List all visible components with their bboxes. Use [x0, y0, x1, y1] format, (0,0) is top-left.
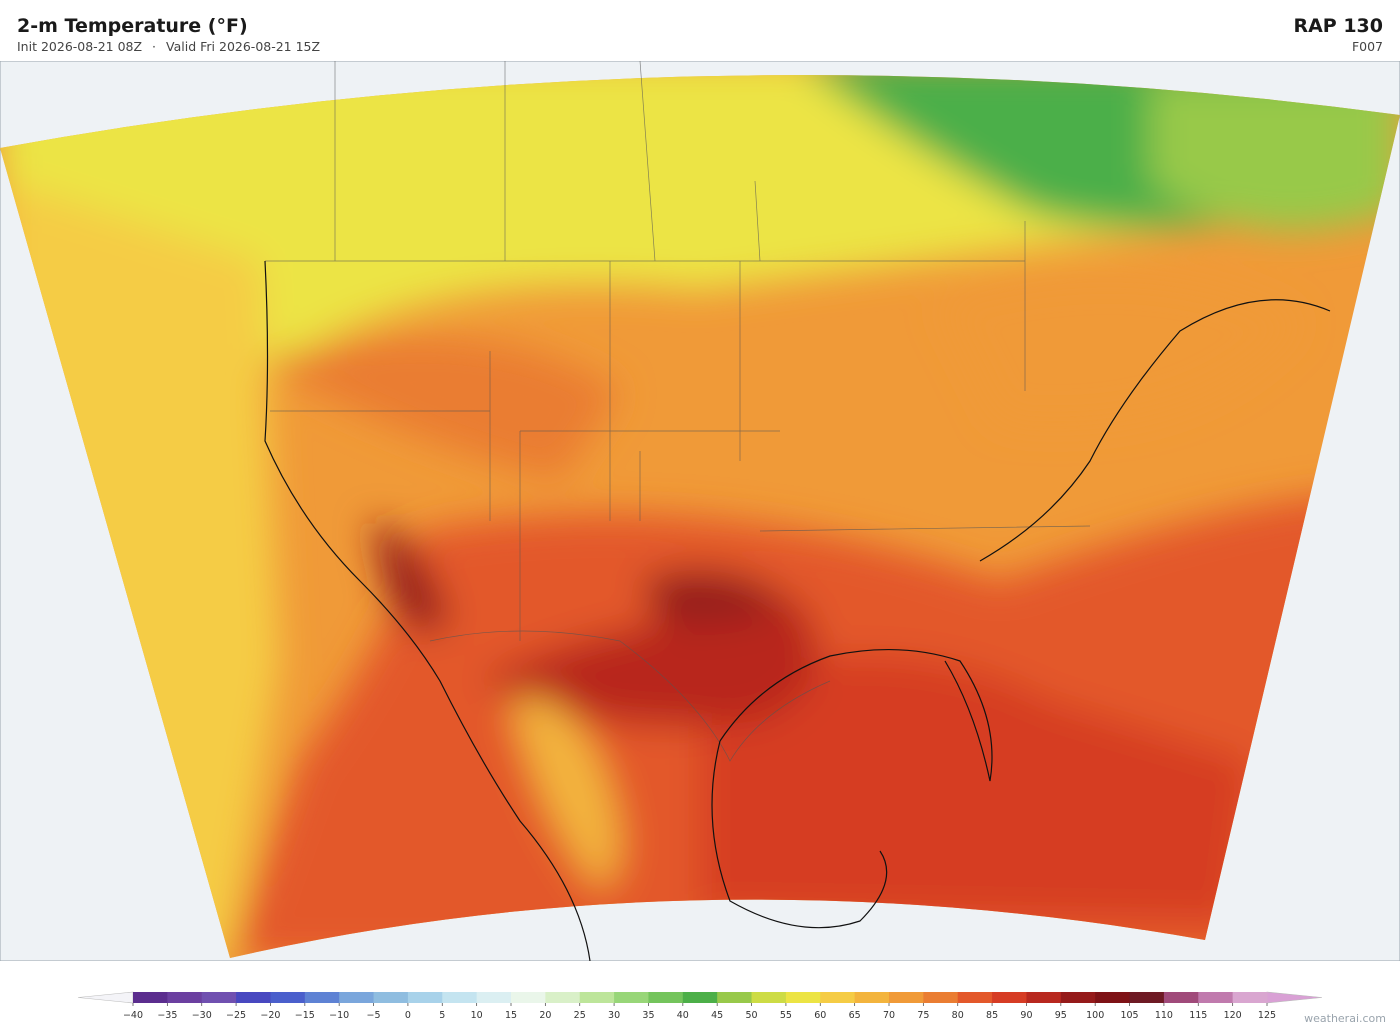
tick-label: 75: [917, 1010, 929, 1021]
color-bin: [511, 992, 546, 1003]
color-bin: [1232, 992, 1268, 1003]
tick-label: 0: [405, 1010, 411, 1021]
color-bin: [476, 992, 512, 1003]
init-time: Init 2026-08-21 08Z: [17, 39, 143, 54]
tick-label: 45: [711, 1010, 723, 1021]
color-bin: [1026, 992, 1062, 1003]
run-info: Init 2026-08-21 08Z · Valid Fri 2026-08-21…: [17, 39, 320, 54]
color-bin: [270, 992, 306, 1003]
color-bin: [442, 992, 478, 1003]
tick-label: 25: [574, 1010, 586, 1021]
tick-label: −35: [157, 1010, 177, 1021]
color-bin: [889, 992, 924, 1003]
tick-label: 35: [642, 1010, 654, 1021]
tick-label: −25: [226, 1010, 246, 1021]
tick-label: −5: [367, 1010, 381, 1021]
color-bin: [1198, 992, 1234, 1003]
color-bin: [1163, 992, 1199, 1003]
tick-label: 40: [677, 1010, 689, 1021]
tick-label: 125: [1258, 1010, 1276, 1021]
color-bin: [820, 992, 856, 1003]
tick-label: 95: [1055, 1010, 1067, 1021]
tick-label: 110: [1155, 1010, 1173, 1021]
map: [0, 61, 1400, 961]
temperature-field: [0, 75, 1400, 959]
valid-time: Valid Fri 2026-08-21 15Z: [166, 39, 321, 54]
tick-label: 65: [849, 1010, 861, 1021]
color-bin: [717, 992, 753, 1003]
color-bin: [1129, 992, 1165, 1003]
color-bin: [133, 992, 168, 1003]
borders: [265, 61, 1091, 762]
color-bin: [545, 992, 581, 1003]
tick-label: 115: [1189, 1010, 1207, 1021]
color-bin: [407, 992, 443, 1003]
color-bin: [614, 992, 649, 1003]
color-bin: [992, 992, 1027, 1003]
over-triangle: [1266, 991, 1323, 1004]
color-bin: [167, 992, 203, 1003]
tick-label: −30: [192, 1010, 212, 1021]
separator: ·: [152, 39, 157, 54]
tick-label: 60: [814, 1010, 826, 1021]
color-bin: [923, 992, 959, 1003]
color-bin: [1095, 992, 1131, 1003]
watermark: weatherai.com: [1304, 1012, 1386, 1025]
color-bin: [751, 992, 787, 1003]
tick-label: 55: [780, 1010, 792, 1021]
color-bin: [236, 992, 271, 1003]
tick-label: 50: [745, 1010, 757, 1021]
tick-label: 10: [471, 1010, 483, 1021]
tick-label: 5: [439, 1010, 445, 1021]
tick-label: −10: [329, 1010, 349, 1021]
color-bin: [785, 992, 821, 1003]
color-bin: [304, 992, 340, 1003]
color-bin: [957, 992, 993, 1003]
color-bin: [201, 992, 237, 1003]
tick-label: 90: [1020, 1010, 1032, 1021]
tick-label: −40: [123, 1010, 143, 1021]
color-bin: [339, 992, 375, 1003]
color-bin: [854, 992, 890, 1003]
tick-label: 70: [883, 1010, 895, 1021]
color-bin: [648, 992, 684, 1003]
map-title: 2-m Temperature (°F): [17, 15, 248, 37]
tick-label: 15: [505, 1010, 517, 1021]
tick-label: −20: [260, 1010, 280, 1021]
tick-label: 80: [952, 1010, 964, 1021]
color-bin: [1060, 992, 1096, 1003]
tick-label: 20: [539, 1010, 551, 1021]
forecast-hour: F007: [1351, 39, 1383, 54]
tick-label: 85: [986, 1010, 998, 1021]
tick-label: 30: [608, 1010, 620, 1021]
color-bin: [373, 992, 409, 1003]
color-bin: [579, 992, 615, 1003]
coastlines: [264, 260, 1331, 961]
colorbar: −40 −35 −30 −25 −20 −15 −10 −5 0 5 10 15 20 25 30 35 40 4…: [77, 991, 1323, 1021]
color-bin: [682, 992, 718, 1003]
tick-label: 100: [1086, 1010, 1104, 1021]
tick-label: 120: [1224, 1010, 1242, 1021]
model-name: RAP 130: [1293, 15, 1383, 37]
tick-label: −15: [295, 1010, 315, 1021]
tick-label: 105: [1120, 1010, 1138, 1021]
under-triangle: [77, 991, 134, 1004]
